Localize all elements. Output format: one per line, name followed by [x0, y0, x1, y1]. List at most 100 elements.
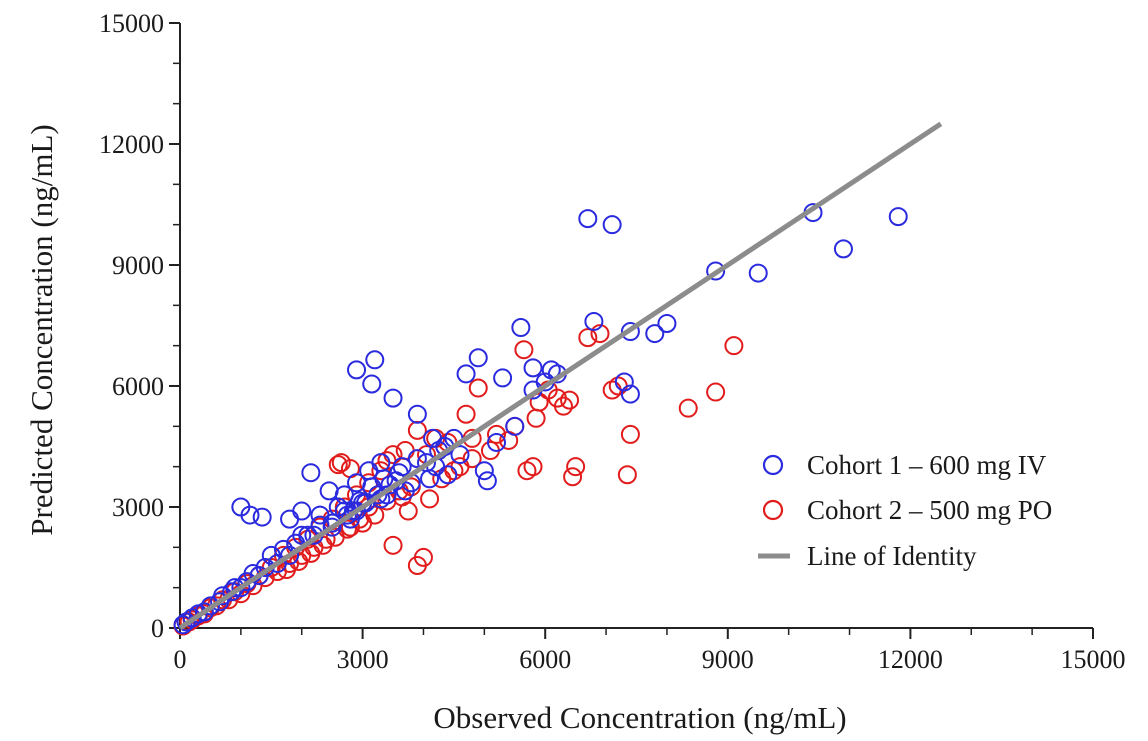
data-point-cohort-1 — [210, 592, 230, 612]
data-point-cohort-1 — [173, 615, 193, 635]
data-point-cohort-1 — [477, 471, 497, 491]
data-point-cohort-2 — [566, 457, 586, 477]
data-point-cohort-2 — [407, 420, 427, 440]
x-tick-label: 6000 — [519, 645, 571, 674]
data-point-cohort-1 — [523, 358, 543, 378]
data-point-cohort-1 — [176, 612, 196, 632]
data-point-cohort-1 — [249, 566, 269, 586]
data-point-cohort-1 — [222, 582, 242, 602]
data-point-cohort-1 — [240, 505, 260, 525]
data-point-cohort-1 — [602, 215, 622, 235]
data-point-cohort-2 — [553, 396, 573, 416]
data-point-cohort-1 — [252, 507, 272, 527]
data-point-cohort-1 — [280, 509, 300, 529]
data-point-cohort-2 — [398, 501, 418, 521]
data-point-cohort-1 — [833, 239, 853, 259]
data-point-cohort-1 — [407, 404, 427, 424]
data-point-cohort-1 — [614, 372, 634, 392]
data-point-cohort-1 — [657, 313, 677, 333]
data-point-cohort-1 — [468, 348, 488, 368]
legend-label-cohort-1: Cohort 1 – 600 mg IV — [807, 450, 1047, 480]
data-point-cohort-1 — [407, 449, 427, 469]
legend-label-identity-line: Line of Identity — [807, 541, 977, 571]
data-point-cohort-1 — [511, 318, 531, 338]
data-point-cohort-1 — [292, 525, 312, 545]
data-point-cohort-2 — [608, 376, 628, 396]
legend: Cohort 1 – 600 mg IV Cohort 2 – 500 mg P… — [758, 450, 1052, 571]
data-point-cohort-1 — [456, 364, 476, 384]
y-axis-title: Predicted Concentration (ng/mL) — [24, 124, 59, 536]
data-point-cohort-1 — [383, 388, 403, 408]
data-point-cohort-2 — [328, 455, 348, 475]
data-point-cohort-2 — [724, 336, 744, 356]
x-tick-label: 15000 — [1061, 645, 1126, 674]
data-point-cohort-2 — [578, 328, 598, 348]
data-point-cohort-2 — [514, 340, 534, 360]
data-point-cohort-1 — [487, 432, 507, 452]
data-point-cohort-1 — [322, 517, 342, 537]
data-point-cohort-2 — [395, 441, 415, 461]
data-point-cohort-2 — [602, 380, 622, 400]
data-point-cohort-1 — [620, 384, 640, 404]
ticks — [169, 22, 1094, 639]
tick-labels: 0 3000 6000 9000 12000 15000 0 3000 6000 9000 1200… — [99, 9, 1126, 674]
data-point-cohort-1 — [438, 465, 458, 485]
axes — [179, 23, 1093, 629]
legend-marker-cohort-1 — [762, 454, 784, 476]
data-point-cohort-1 — [474, 461, 494, 481]
data-point-cohort-1 — [423, 428, 443, 448]
y-tick-label: 3000 — [112, 493, 164, 522]
x-tick-label: 9000 — [702, 645, 754, 674]
y-tick-label: 9000 — [112, 251, 164, 280]
x-tick-label: 12000 — [878, 645, 943, 674]
data-point-cohort-2 — [456, 404, 476, 424]
data-point-cohort-1 — [620, 322, 640, 342]
data-point-cohort-1 — [194, 602, 214, 622]
data-point-cohort-2 — [563, 467, 583, 487]
data-point-cohort-1 — [301, 463, 321, 483]
identity-line — [178, 121, 943, 631]
data-point-cohort-2 — [407, 555, 427, 575]
data-point-cohort-2 — [678, 398, 698, 418]
data-point-cohort-1 — [368, 485, 388, 505]
data-point-cohort-1 — [450, 445, 470, 465]
data-point-cohort-1 — [748, 263, 768, 283]
data-point-cohort-1 — [231, 578, 251, 598]
data-point-cohort-2 — [444, 461, 464, 481]
legend-label-cohort-2: Cohort 2 – 500 mg PO — [807, 495, 1052, 525]
data-point-cohort-2 — [383, 535, 403, 555]
data-point-cohort-2 — [620, 424, 640, 444]
data-point-cohort-1 — [347, 360, 367, 380]
data-point-cohort-2 — [526, 408, 546, 428]
data-point-cohort-1 — [417, 453, 437, 473]
data-point-cohort-2 — [487, 424, 507, 444]
y-tick-label: 6000 — [112, 372, 164, 401]
data-point-cohort-1 — [888, 207, 908, 227]
data-point-cohort-1 — [706, 261, 726, 281]
data-point-cohort-2 — [517, 461, 537, 481]
data-point-cohort-1 — [237, 572, 257, 592]
x-axis-title: Observed Concentration (ng/mL) — [433, 700, 846, 735]
data-point-cohort-2 — [420, 489, 440, 509]
data-point-cohort-1 — [337, 505, 357, 525]
data-point-cohort-2 — [560, 390, 580, 410]
x-tick-label: 3000 — [337, 645, 389, 674]
y-tick-label: 0 — [151, 614, 164, 643]
legend-marker-cohort-2 — [762, 499, 784, 521]
data-point-cohort-1 — [362, 374, 382, 394]
data-point-cohort-1 — [493, 368, 513, 388]
data-point-cohort-2 — [523, 457, 543, 477]
data-point-cohort-2 — [462, 449, 482, 469]
data-points — [173, 203, 908, 636]
data-point-cohort-1 — [505, 416, 525, 436]
data-point-cohort-1 — [645, 324, 665, 344]
data-point-cohort-2 — [706, 382, 726, 402]
data-point-cohort-1 — [292, 501, 312, 521]
data-point-cohort-2 — [371, 461, 391, 481]
y-tick-label: 15000 — [99, 9, 164, 38]
x-tick-label: 0 — [174, 645, 187, 674]
y-tick-label: 12000 — [99, 130, 164, 159]
data-point-cohort-1 — [584, 311, 604, 331]
data-point-cohort-2 — [617, 465, 637, 485]
